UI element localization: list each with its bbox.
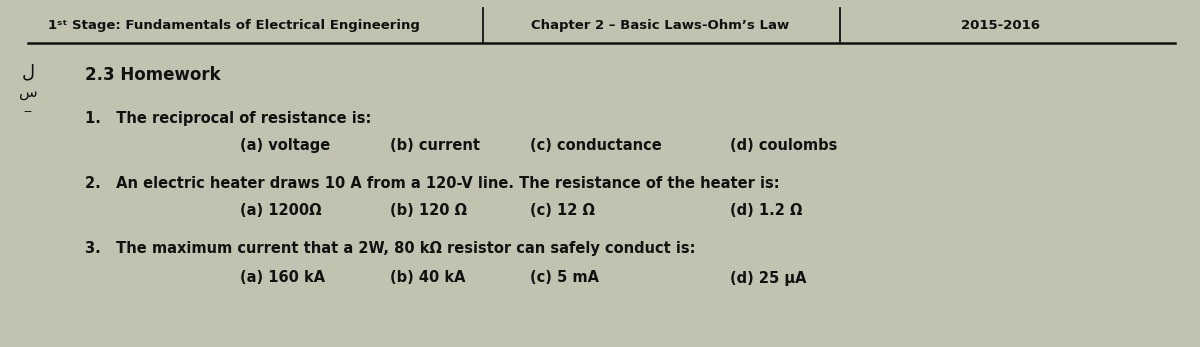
Text: (c) conductance: (c) conductance: [530, 137, 661, 152]
Text: --: --: [24, 105, 32, 118]
Text: (c) 5 mA: (c) 5 mA: [530, 271, 599, 286]
Text: (c) 12 Ω: (c) 12 Ω: [530, 203, 595, 218]
Text: 1ˢᵗ Stage: Fundamentals of Electrical Engineering: 1ˢᵗ Stage: Fundamentals of Electrical En…: [48, 18, 420, 32]
Text: 2015-2016: 2015-2016: [960, 18, 1039, 32]
Text: س: س: [19, 85, 37, 100]
Text: (a) 1200Ω: (a) 1200Ω: [240, 203, 322, 218]
Text: (b) current: (b) current: [390, 137, 480, 152]
Text: (d) 25 μA: (d) 25 μA: [730, 271, 806, 286]
Text: Chapter 2 – Basic Laws-Ohm’s Law: Chapter 2 – Basic Laws-Ohm’s Law: [530, 18, 790, 32]
Text: 1.   The reciprocal of resistance is:: 1. The reciprocal of resistance is:: [85, 110, 371, 126]
Text: 2.3 Homework: 2.3 Homework: [85, 66, 221, 84]
Text: 3.   The maximum current that a 2W, 80 kΩ resistor can safely conduct is:: 3. The maximum current that a 2W, 80 kΩ …: [85, 240, 696, 255]
Text: (d) 1.2 Ω: (d) 1.2 Ω: [730, 203, 803, 218]
Text: 2.   An electric heater draws 10 A from a 120-V line. The resistance of the heat: 2. An electric heater draws 10 A from a …: [85, 176, 780, 191]
Text: (d) coulombs: (d) coulombs: [730, 137, 838, 152]
Text: ل: ل: [22, 63, 35, 81]
Text: (b) 40 kA: (b) 40 kA: [390, 271, 466, 286]
Text: (b) 120 Ω: (b) 120 Ω: [390, 203, 467, 218]
Text: (a) voltage: (a) voltage: [240, 137, 330, 152]
Text: (a) 160 kA: (a) 160 kA: [240, 271, 325, 286]
